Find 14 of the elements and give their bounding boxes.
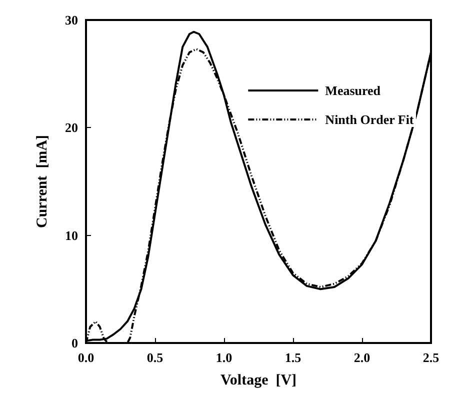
x-tick-label: 0.0 xyxy=(78,350,94,365)
y-tick-label: 30 xyxy=(65,12,78,28)
x-axis-title: Voltage [V] xyxy=(220,372,297,388)
x-tick-label: 0.5 xyxy=(146,350,164,365)
series-label: Ninth Order Fit xyxy=(325,112,414,127)
y-tick-label: 0 xyxy=(72,336,78,350)
x-tick-label: 1.0 xyxy=(216,350,232,365)
y-tick-label: 10 xyxy=(65,228,78,243)
x-tick-label: 2.5 xyxy=(422,350,440,365)
x-tick-label: 1.5 xyxy=(284,350,302,365)
text: Measured xyxy=(325,83,382,98)
x-tick-label: 2.0 xyxy=(354,350,370,365)
y-tick-label: 20 xyxy=(65,120,78,136)
y-axis-title: Current [mA] xyxy=(34,134,50,228)
